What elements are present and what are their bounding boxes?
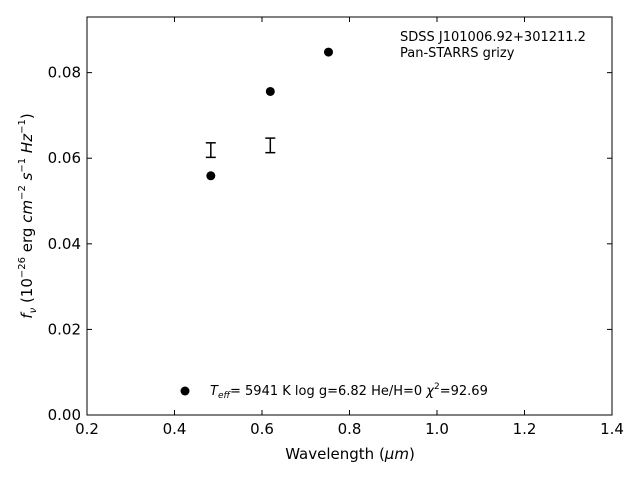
x-tick-label: 0.8: [338, 420, 362, 438]
error-bar: [205, 142, 216, 159]
y-axis-label: fν (10−26 erg cm−2 s−1 Hz−1): [17, 113, 39, 318]
annotation-survey: Pan-STARRS grizy: [400, 46, 515, 61]
y-tick-label: 0.04: [48, 235, 81, 253]
x-tick-label: 0.2: [75, 420, 99, 438]
annotation-object-name: SDSS J101006.92+301211.2: [400, 30, 586, 45]
x-axis-label: Wavelength (μm): [285, 445, 415, 463]
legend-text: Teff= 5941 K log g=6.82 He/H=0 χ2=92.69: [210, 382, 488, 401]
x-tick-label: 0.6: [250, 420, 274, 438]
data-marks: [205, 47, 333, 181]
data-point: [206, 171, 216, 181]
y-tick-label: 0.02: [48, 320, 81, 338]
y-tick-label: 0.06: [48, 149, 81, 167]
plot-area: [86, 16, 613, 416]
x-tick-label: 1.4: [600, 420, 624, 438]
error-bar: [265, 137, 276, 154]
x-tick-label: 1.0: [425, 420, 449, 438]
data-point: [324, 47, 333, 57]
y-axis-ticks: 0.00 0.02 0.04 0.06 0.08: [48, 64, 612, 424]
x-tick-label: 0.4: [163, 420, 187, 438]
y-tick-label: 0.08: [48, 64, 81, 82]
x-tick-label: 1.2: [513, 420, 537, 438]
data-point: [265, 86, 275, 96]
x-axis-ticks: 0.2 0.4 0.6 0.8 1.0 1.2 1.4: [75, 17, 624, 438]
legend-marker: [180, 386, 190, 396]
y-tick-label: 0.00: [48, 406, 81, 424]
